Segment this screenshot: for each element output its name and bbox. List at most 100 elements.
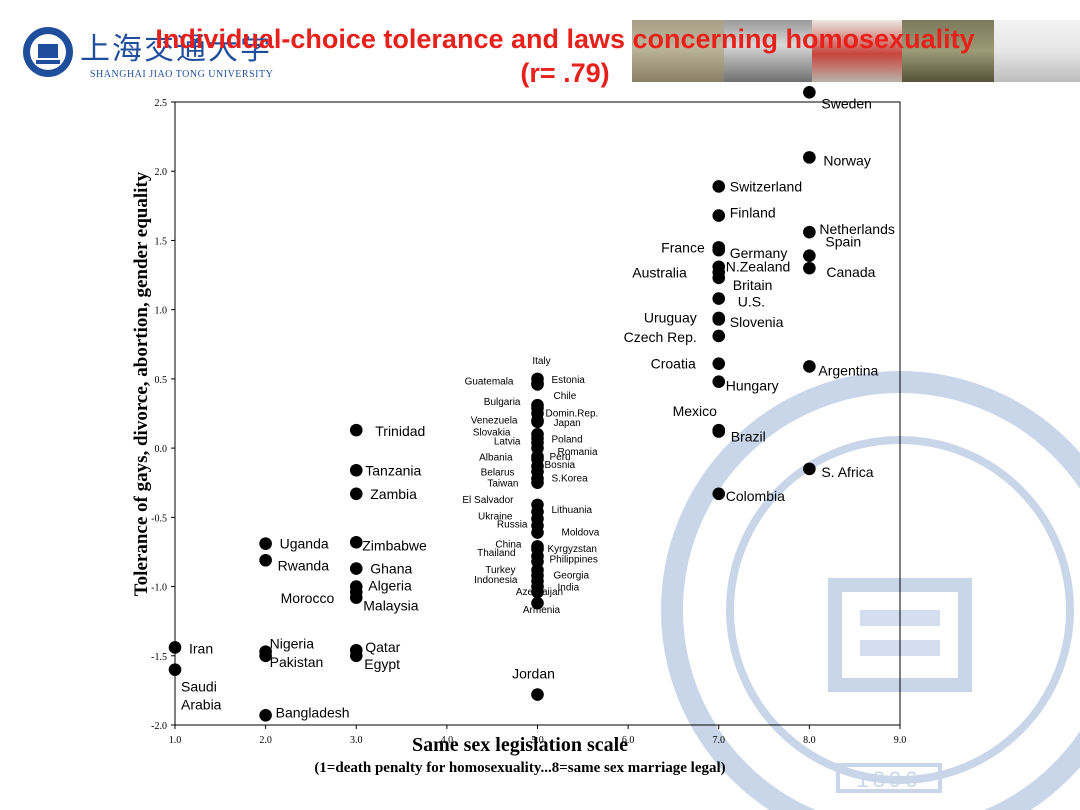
data-point (349, 487, 363, 501)
point-label: Indonesia (474, 575, 518, 586)
data-point (712, 425, 726, 438)
point-label: Pakistan (270, 654, 324, 670)
point-label: S.Korea (552, 474, 589, 485)
data-point (803, 249, 816, 262)
data-point (712, 243, 726, 257)
data-point (349, 649, 363, 663)
data-point (259, 709, 272, 722)
data-point (803, 225, 816, 239)
data-point (531, 415, 544, 429)
data-point (803, 86, 816, 99)
data-point (712, 209, 726, 222)
point-label: Guatemala (465, 376, 514, 387)
point-label: Armenia (523, 605, 561, 616)
point-label: Thailand (477, 548, 515, 559)
x-tick-label: 1.0 (169, 735, 182, 746)
point-label: Venezuela (471, 415, 518, 426)
x-tick-label: 8.0 (803, 735, 816, 746)
point-label: Slovenia (730, 314, 784, 330)
data-point (531, 476, 544, 490)
data-point (349, 562, 363, 575)
point-label: Turkey (485, 565, 515, 576)
data-point (349, 591, 363, 604)
point-label: Colombia (726, 488, 785, 504)
university-emblem-icon (23, 27, 73, 77)
point-label: Romania (558, 447, 598, 458)
y-tick-label: 0.0 (155, 444, 168, 455)
data-point (712, 357, 726, 370)
point-label: Switzerland (730, 178, 802, 194)
data-point (531, 688, 544, 701)
point-label: Nigeria (270, 636, 315, 652)
data-point (531, 378, 544, 391)
point-label: Algeria (368, 578, 412, 594)
point-label: Estonia (552, 375, 586, 386)
point-label: Canada (826, 264, 875, 280)
data-point (803, 151, 816, 164)
data-point (168, 663, 182, 676)
point-label: Iran (189, 640, 213, 656)
point-label: U.S. (738, 294, 765, 310)
point-label: Netherlands (819, 221, 895, 237)
data-point (168, 641, 182, 654)
data-point (803, 261, 816, 275)
data-point (712, 329, 726, 343)
point-label: Zimbabwe (362, 537, 427, 553)
point-label: Domin.Rep. (546, 409, 599, 420)
x-axis-label: Same sex legislation scale (411, 734, 629, 756)
university-logo: 上海交通大学 SHANGHAI JIAO TONG UNIVERSITY (18, 22, 288, 82)
point-label: Uganda (280, 536, 329, 552)
point-label: Tanzania (365, 462, 421, 478)
point-label: El Salvador (462, 495, 514, 506)
y-tick-label: -2.0 (151, 721, 167, 732)
x-tick-label: 9.0 (894, 735, 907, 746)
data-point (531, 596, 544, 610)
y-tick-label: 1.0 (155, 306, 168, 317)
point-label: N.Zealand (726, 259, 791, 275)
point-label: Uruguay (644, 309, 697, 325)
point-label: Belarus (481, 468, 515, 479)
data-point (259, 649, 272, 663)
data-point (712, 375, 726, 388)
point-label: Sweden (821, 95, 872, 111)
data-point (712, 180, 726, 193)
point-label: Ukraine (478, 512, 513, 523)
point-label: India (558, 583, 580, 594)
campus-photo-2 (724, 20, 812, 82)
point-label: Bulgaria (484, 397, 521, 408)
point-label: Egypt (364, 656, 400, 672)
point-label: Lithuania (552, 505, 593, 516)
campus-photo-3 (812, 20, 902, 82)
x-tick-label: 5.0 (531, 735, 544, 746)
x-tick-label: 7.0 (713, 735, 726, 746)
point-label: Poland (552, 434, 583, 445)
y-tick-label: -0.5 (151, 513, 167, 524)
point-label: Zambia (370, 486, 417, 502)
x-tick-label: 6.0 (622, 735, 635, 746)
data-point (712, 313, 726, 326)
data-point (803, 462, 816, 476)
data-point (531, 585, 544, 599)
x-tick-label: 4.0 (441, 735, 454, 746)
point-label: S. Africa (821, 464, 873, 480)
point-label: Malaysia (363, 598, 418, 614)
point-label: Spain (825, 234, 861, 250)
data-point (349, 535, 363, 549)
data-point (531, 526, 544, 539)
data-point (349, 423, 363, 437)
point-label: Italy (532, 356, 550, 367)
x-tick-label: 3.0 (350, 735, 363, 746)
point-label: Philippines (550, 555, 598, 566)
point-label: Croatia (651, 356, 696, 372)
x-axis-note: (1=death penalty for homosexuality...8=s… (314, 760, 726, 776)
point-label: Azerbaijan (516, 587, 563, 598)
point-label: Albania (479, 452, 513, 463)
point-label: Britain (733, 277, 773, 293)
y-tick-label: 1.5 (155, 236, 168, 247)
chart-title: Individual-choice tolerance and laws con… (155, 24, 975, 54)
y-tick-label: 2.5 (155, 98, 168, 109)
seal-year: 1896 (857, 767, 922, 792)
data-point (712, 292, 726, 305)
